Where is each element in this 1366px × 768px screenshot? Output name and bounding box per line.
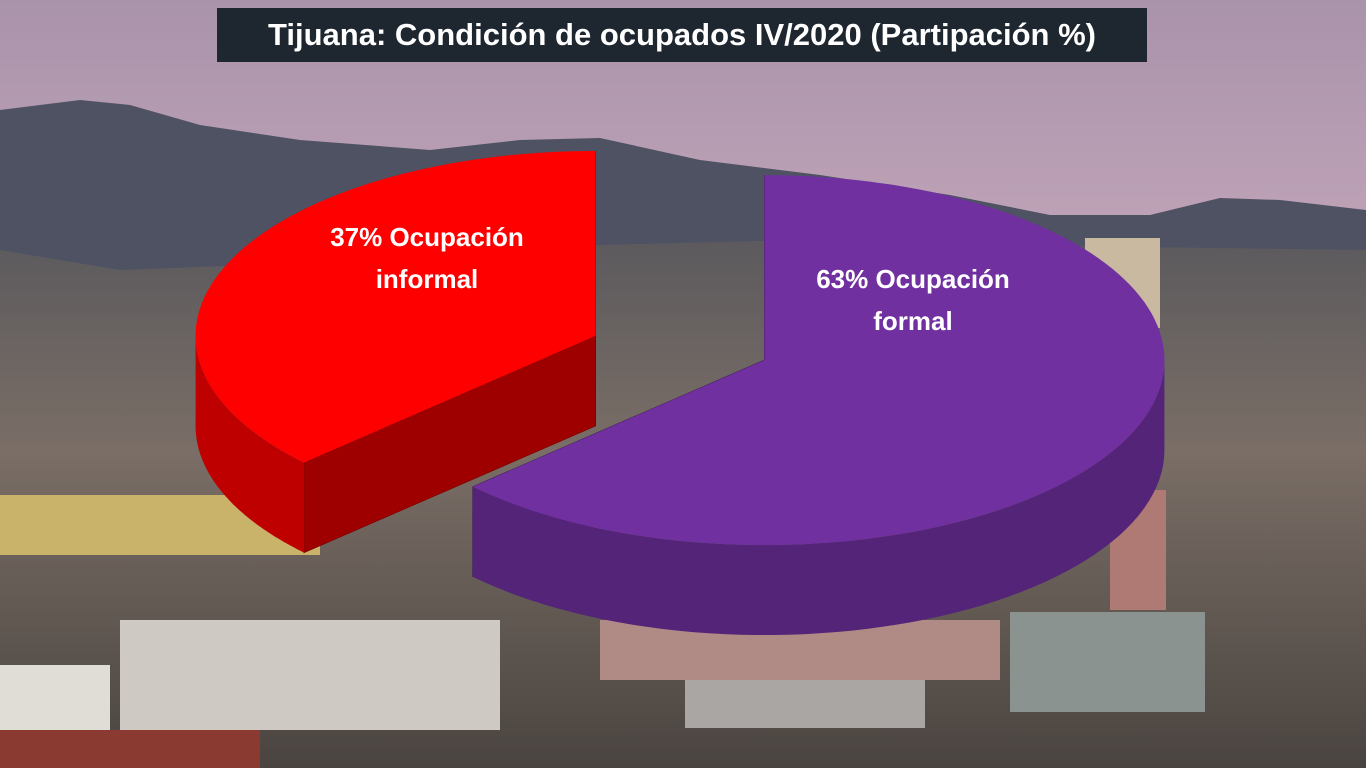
- building: [120, 620, 500, 730]
- slice: [472, 175, 1165, 546]
- data-label: 37% Ocupación informal: [330, 222, 524, 294]
- slice: [195, 150, 596, 463]
- chart-title: Tijuana: Condición de ocupados IV/2020 (…: [217, 8, 1147, 62]
- slice-wall: [472, 360, 1165, 635]
- building: [1010, 612, 1205, 712]
- data-label: 63% Ocupación formal: [816, 264, 1010, 336]
- slice-wall: [195, 335, 304, 553]
- roof: [0, 730, 260, 768]
